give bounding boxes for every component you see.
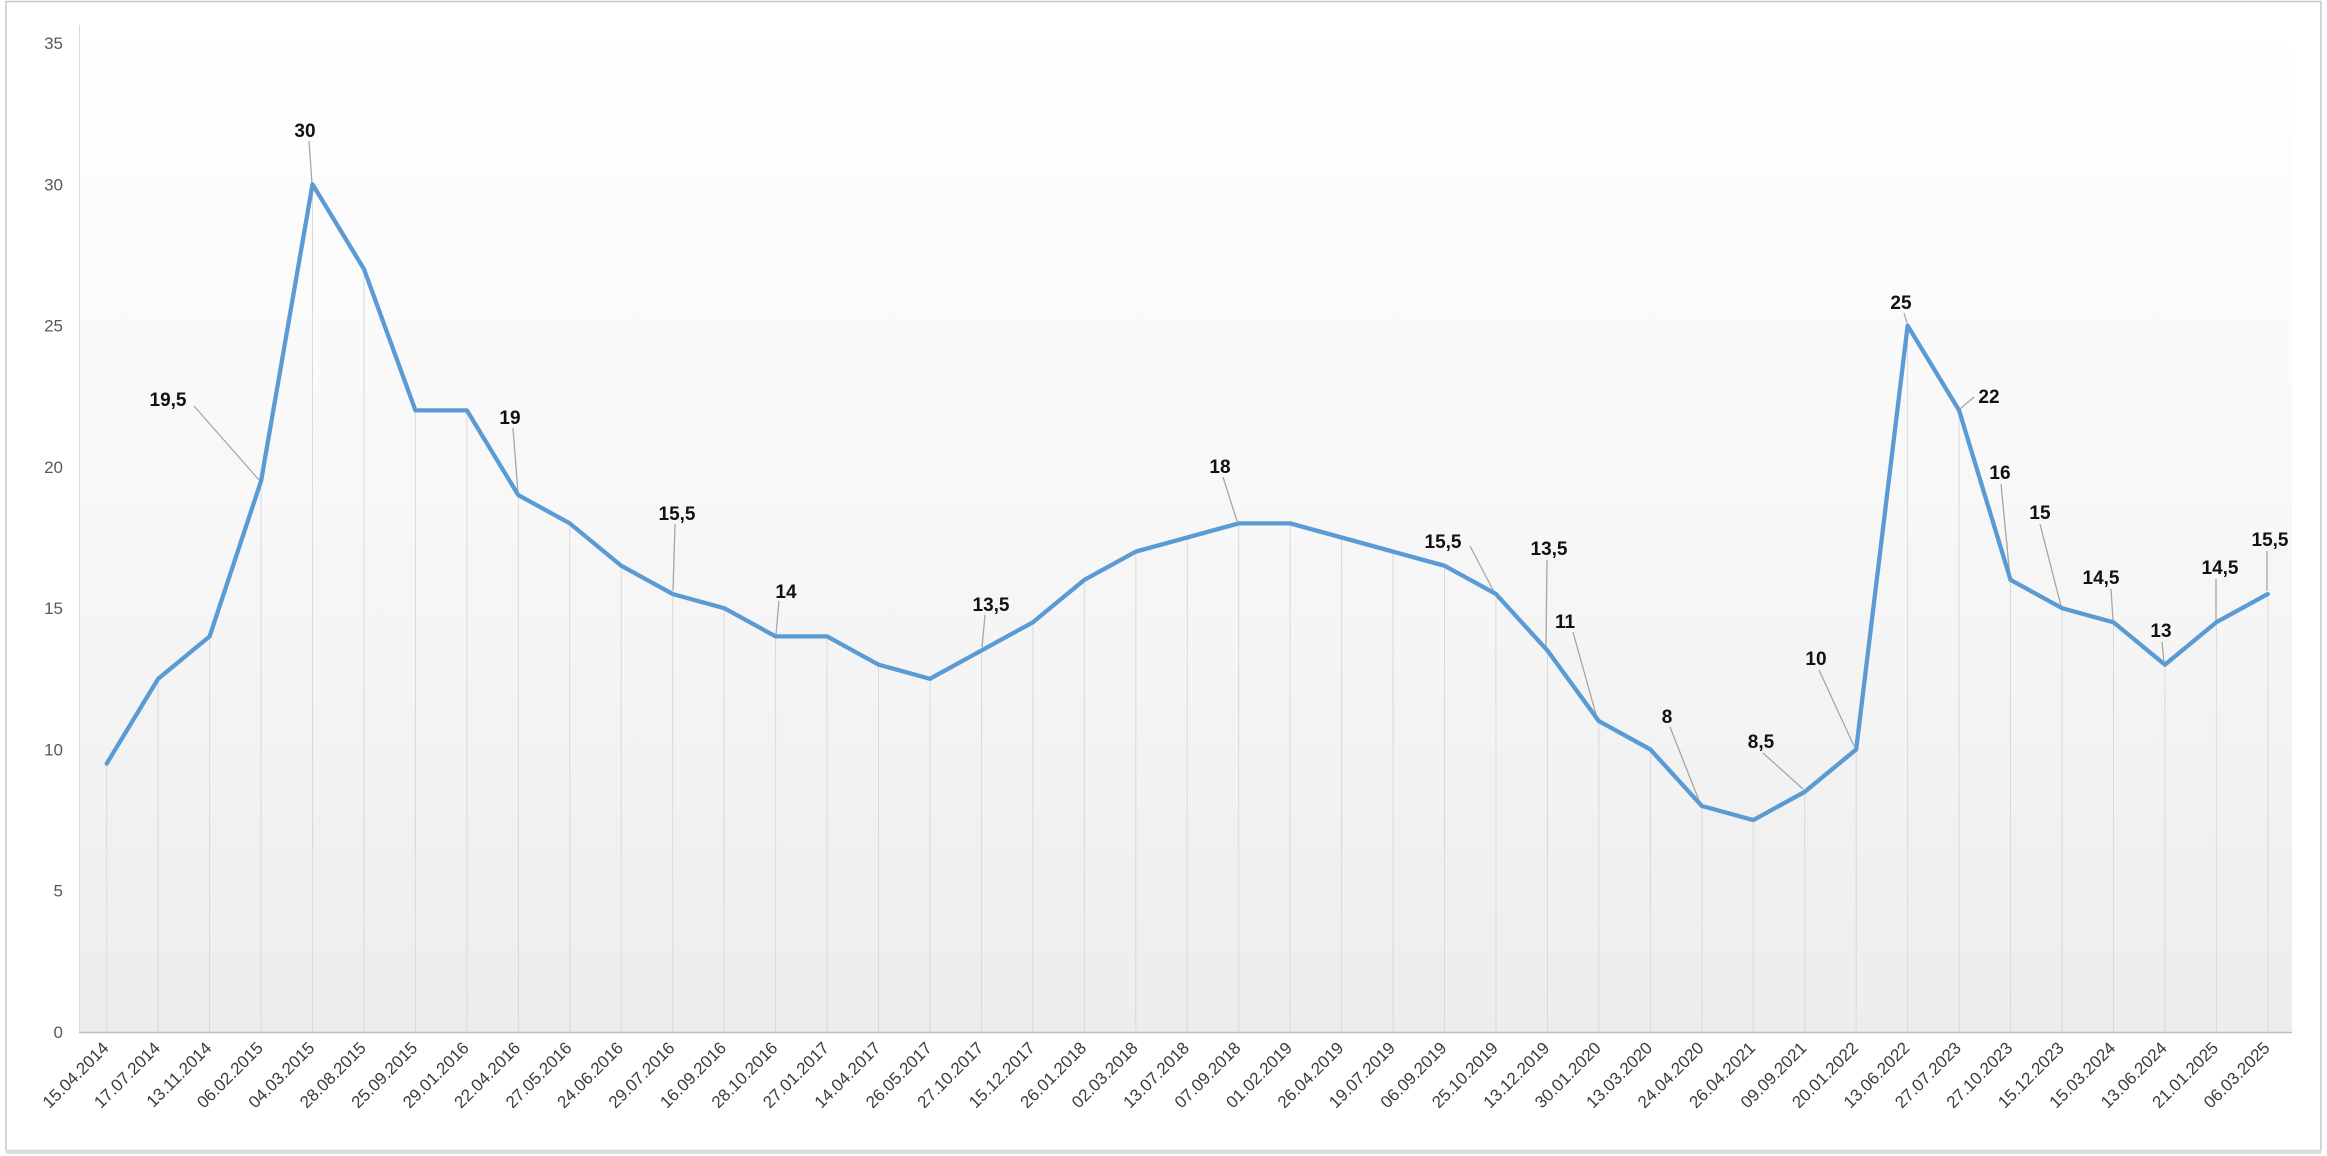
data-label: 8,5 [1748, 732, 1775, 753]
data-label: 30 [294, 121, 315, 142]
data-label: 25 [1890, 293, 1912, 314]
y-tick-label: 35 [44, 34, 63, 53]
label-leader-line [672, 523, 676, 592]
label-leader-line [1572, 631, 1598, 719]
y-tick-label: 0 [54, 1023, 63, 1042]
label-leader-line [981, 614, 986, 648]
series-line-key-rate [104, 182, 2270, 823]
data-label: 13,5 [1531, 539, 1568, 560]
y-tick-label: 10 [44, 740, 63, 759]
data-label: 18 [1209, 457, 1230, 478]
label-leader-line [2039, 523, 2062, 607]
y-tick-label: 5 [54, 882, 63, 901]
label-leader-line [1469, 545, 1494, 591]
data-label: 13 [2150, 621, 2171, 642]
label-leader-line [2161, 641, 2165, 663]
label-leader-line [1903, 312, 1908, 324]
label-leader-line [193, 405, 260, 481]
label-leader-line [308, 140, 313, 185]
data-label: 19 [499, 408, 520, 429]
data-label: 15,5 [659, 504, 696, 525]
y-tick-label: 30 [44, 175, 63, 194]
plot-area [79, 25, 2292, 1032]
label-leader-line [1669, 726, 1701, 804]
data-label: 8 [1662, 707, 1673, 728]
data-label: 15 [2029, 503, 2051, 524]
data-label: 10 [1805, 649, 1826, 670]
y-tick-label: 15 [44, 599, 63, 618]
data-label: 22 [1978, 387, 1999, 408]
label-leader-line [2000, 483, 2011, 578]
data-label: 14,5 [2202, 558, 2239, 579]
label-leader-line [512, 427, 519, 494]
label-leader-line [2110, 588, 2114, 621]
label-leader-line [1545, 559, 1548, 648]
data-label: 14,5 [2083, 568, 2120, 589]
label-leader-line [1222, 476, 1238, 522]
label-leader-line [1959, 396, 1975, 410]
bottom-edge-strip [6, 1150, 2321, 1154]
data-label: 11 [1555, 612, 1576, 633]
data-label: 15,5 [1425, 532, 1462, 553]
label-leader-line [1818, 669, 1855, 747]
label-leader-line [775, 600, 780, 635]
data-label: 14 [775, 582, 797, 603]
data-label: 13,5 [973, 595, 1010, 616]
y-tick-label: 20 [44, 458, 63, 477]
data-label: 15,5 [2252, 530, 2289, 551]
label-leader-line [1762, 752, 1804, 790]
y-tick-label: 25 [44, 317, 63, 336]
data-label: 19,5 [150, 390, 187, 411]
data-label: 16 [1989, 463, 2010, 484]
